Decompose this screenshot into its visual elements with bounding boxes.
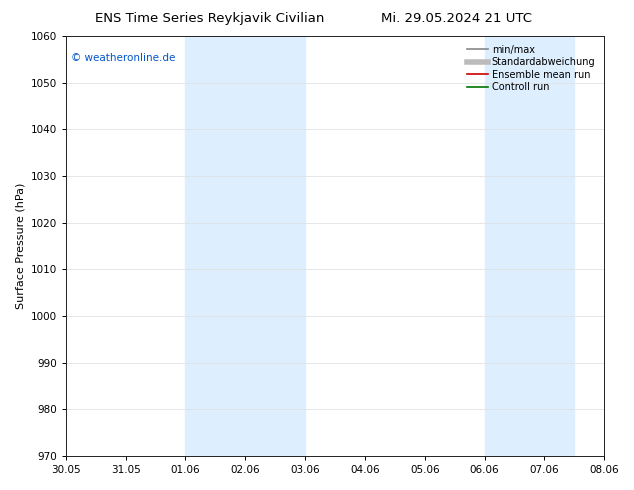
Text: © weatheronline.de: © weatheronline.de — [71, 53, 176, 63]
Text: ENS Time Series Reykjavik Civilian: ENS Time Series Reykjavik Civilian — [94, 12, 324, 25]
Y-axis label: Surface Pressure (hPa): Surface Pressure (hPa) — [15, 183, 25, 309]
Text: Mi. 29.05.2024 21 UTC: Mi. 29.05.2024 21 UTC — [381, 12, 532, 25]
Bar — [484, 36, 574, 456]
Legend: min/max, Standardabweichung, Ensemble mean run, Controll run: min/max, Standardabweichung, Ensemble me… — [463, 41, 599, 96]
Bar — [186, 36, 305, 456]
